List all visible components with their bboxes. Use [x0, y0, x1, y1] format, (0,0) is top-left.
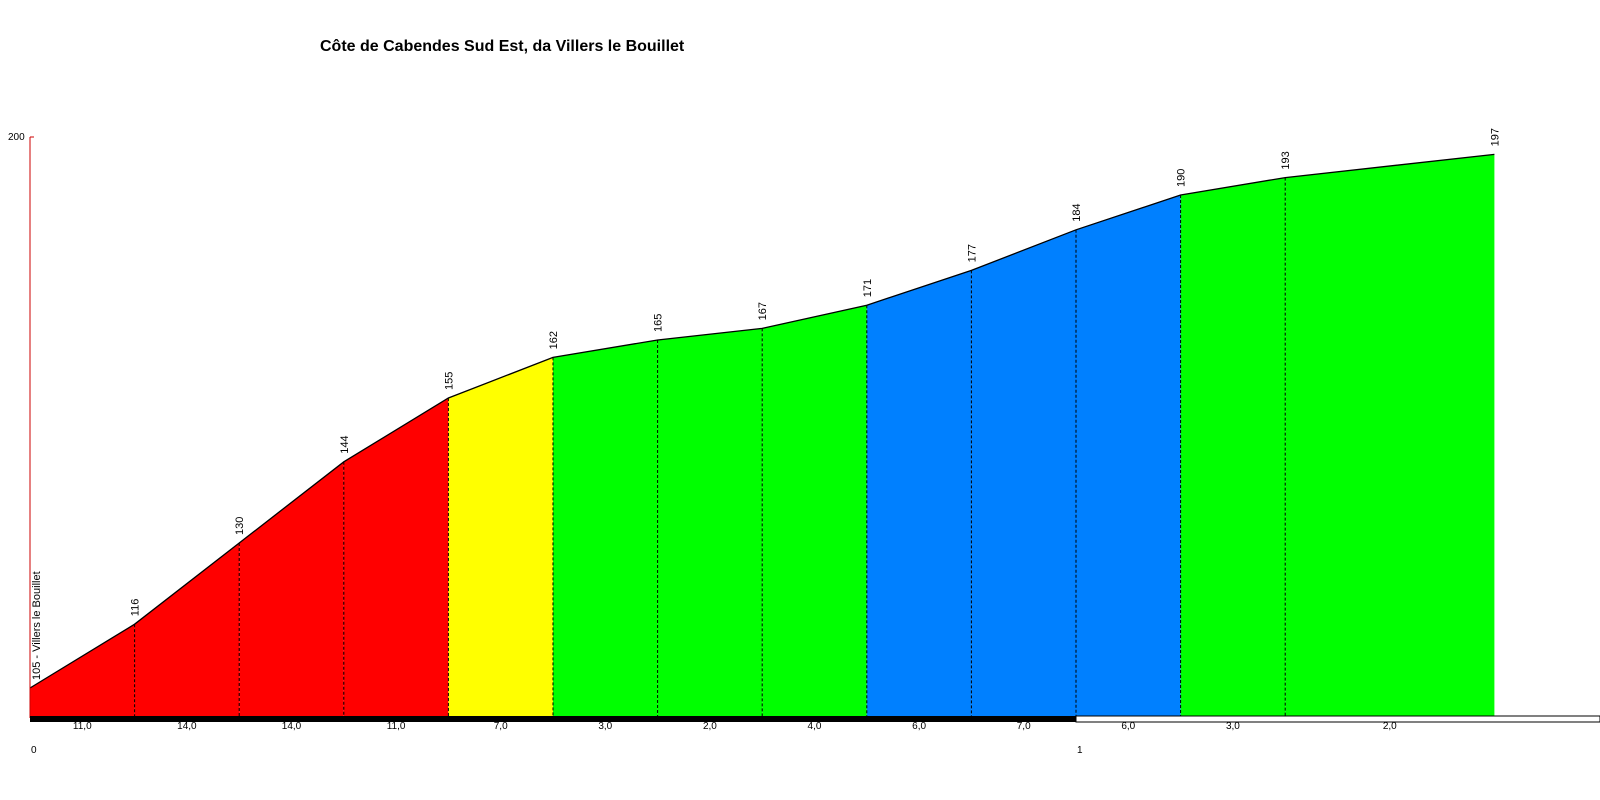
elevation-label-190: 190 [1176, 169, 1188, 187]
elevation-label-130: 130 [234, 517, 246, 535]
km-bar-light [1075, 715, 1600, 723]
segment-12-fill [1180, 177, 1286, 719]
segment-13-fill [1285, 154, 1495, 718]
segment-1-fill [30, 624, 135, 718]
segment-2-gradient-label: 14,0 [177, 721, 197, 732]
segment-3-fill [239, 461, 344, 718]
segment-7-fill [657, 328, 763, 718]
elevation-label-193: 193 [1280, 151, 1292, 169]
segment-3-gradient-label: 14,0 [282, 721, 302, 732]
start-label: 105 - Villers le Bouillet [31, 571, 43, 680]
segment-11-fill [1076, 195, 1181, 718]
segment-8-fill [762, 305, 867, 718]
segment-9-gradient-label: 6,0 [912, 721, 926, 732]
x-tick-label-1: 1 [1077, 745, 1083, 756]
segment-5-fill [448, 357, 553, 718]
elevation-label-162: 162 [548, 331, 560, 349]
segment-9-fill [866, 270, 972, 718]
elevation-label-165: 165 [653, 314, 665, 332]
km-bar-dark [30, 716, 1076, 722]
segment-5-gradient-label: 7,0 [494, 721, 508, 732]
segment-8-gradient-label: 4,0 [808, 721, 822, 732]
segment-4-gradient-label: 11,0 [387, 721, 406, 732]
x-tick-label-0: 0 [31, 745, 37, 756]
segment-13-gradient-label: 2,0 [1383, 721, 1397, 732]
elevation-label-144: 144 [339, 435, 351, 453]
profile-line [29, 153, 1495, 689]
segment-dividers [134, 177, 1286, 718]
elevation-label-184: 184 [1071, 203, 1083, 221]
labels: 11,0 14,0 14,0 11,0 7,0 3,0 2,0 4,0 6,0 7,0 6,0 3,0… [31, 128, 1501, 732]
segment-6-fill [553, 340, 658, 718]
elevation-label-116: 116 [130, 599, 142, 617]
segment-4-fill [343, 398, 449, 718]
segment-12-gradient-label: 3,0 [1226, 721, 1240, 732]
profile-outline [29, 153, 1495, 689]
segment-2-fill [134, 543, 240, 718]
segment-10-fill [971, 229, 1076, 719]
gradient-segments [30, 154, 1495, 719]
elevation-label-177: 177 [966, 244, 978, 262]
elevation-label-171: 171 [862, 279, 874, 297]
elevation-label-155: 155 [443, 372, 455, 390]
y-tick-label-200: 200 [8, 132, 25, 143]
segment-7-gradient-label: 2,0 [703, 721, 717, 732]
axes: 200 0 1 [8, 132, 1600, 756]
segment-1-gradient-label: 11,0 [73, 721, 92, 732]
elevation-label-167: 167 [757, 302, 769, 320]
segment-10-gradient-label: 7,0 [1017, 721, 1031, 732]
elevation-label-197: 197 [1489, 128, 1501, 146]
chart-title: Côte de Cabendes Sud Est, da Villers le … [320, 38, 685, 55]
segment-6-gradient-label: 3,0 [598, 721, 612, 732]
segment-11-gradient-label: 6,0 [1121, 721, 1135, 732]
